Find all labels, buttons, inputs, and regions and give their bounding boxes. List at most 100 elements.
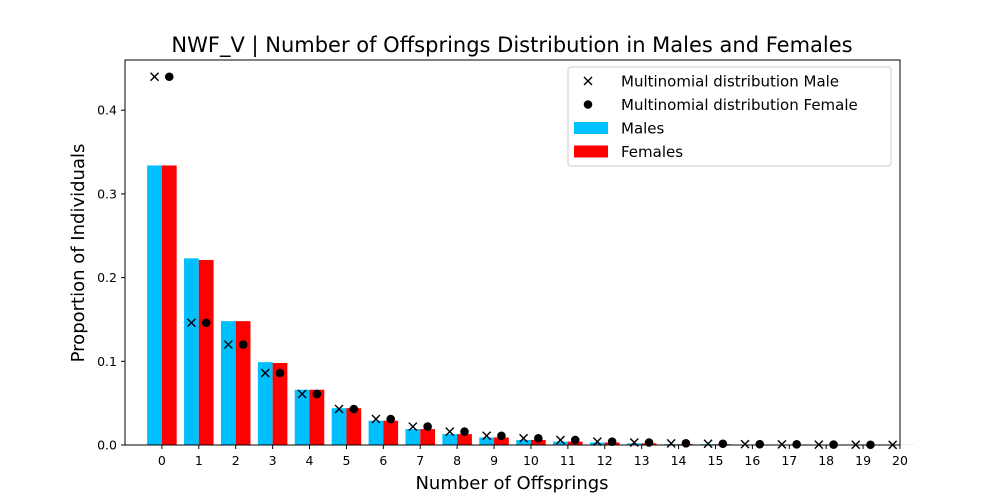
x-tick-label: 11 xyxy=(560,453,576,468)
female-bar-0 xyxy=(161,165,177,445)
x-axis-title: Number of Offsprings xyxy=(415,473,608,494)
male-bar-9 xyxy=(479,437,495,445)
y-axis-title: Proportion of Individuals xyxy=(68,144,89,363)
y-tick-label: 0.0 xyxy=(97,438,117,453)
female-bar-7 xyxy=(420,429,435,445)
multinomial-male-marker-15 xyxy=(703,439,713,449)
female-bar-9 xyxy=(494,437,509,445)
x-tick-label: 0 xyxy=(158,453,166,468)
x-tick-label: 17 xyxy=(781,453,797,468)
x-tick-label: 9 xyxy=(490,453,498,468)
male-bar-7 xyxy=(405,429,421,445)
male-bar-1 xyxy=(184,258,199,445)
x-tick-label: 18 xyxy=(818,453,834,468)
multinomial-male-marker-10 xyxy=(519,433,529,443)
male-bar-0 xyxy=(147,165,162,445)
male-bar-2 xyxy=(220,321,236,445)
x-tick-label: 6 xyxy=(379,453,387,468)
x-tick-label: 12 xyxy=(597,453,613,468)
multinomial-male-marker-16 xyxy=(740,439,750,449)
legend-swatch xyxy=(574,122,608,134)
multinomial-male-marker-11 xyxy=(555,435,565,445)
multinomial-male-marker-5 xyxy=(334,404,344,414)
x-tick-label: 2 xyxy=(232,453,240,468)
female-bar-5 xyxy=(346,408,362,445)
legend-item: Multinomial distribution Female xyxy=(583,96,858,114)
male-bar-5 xyxy=(331,408,347,445)
x-tick-label: 14 xyxy=(671,453,687,468)
multinomial-male-marker-6 xyxy=(371,414,381,424)
multinomial-female-marker-0 xyxy=(164,72,174,82)
multinomial-male-marker-4 xyxy=(297,389,307,399)
male-bar-6 xyxy=(368,420,384,445)
legend-item: Females xyxy=(574,143,683,161)
multinomial-female-marker-9 xyxy=(497,431,506,441)
legend-label: Multinomial distribution Female xyxy=(621,96,858,114)
multinomial-female-marker-2 xyxy=(238,340,248,349)
legend-item: Multinomial distribution Male xyxy=(583,73,839,91)
legend-box xyxy=(567,66,892,167)
x-axis: 0 1 2 3 4 5 6 7 8 9 10 11 12 13 14 15 16 17 18 19 20 xyxy=(158,445,908,468)
y-tick-label: 0.2 xyxy=(97,270,117,285)
multinomial-male-marker-2 xyxy=(223,340,233,350)
multinomial-female-marker-11 xyxy=(570,435,580,445)
multinomial-male-marker-17 xyxy=(777,439,787,449)
multinomial-male-marker-0 xyxy=(150,72,160,82)
legend-label: Multinomial distribution Male xyxy=(621,73,839,91)
multinomial-female-marker-14 xyxy=(681,439,691,448)
male-bar-8 xyxy=(442,434,458,445)
y-axis: 0.0 0.1 0.2 0.3 0.4 xyxy=(97,103,125,453)
female-bar-3 xyxy=(272,362,288,445)
multinomial-male-marker-14 xyxy=(666,438,676,448)
x-tick-label: 4 xyxy=(306,453,314,468)
legend-dot-marker xyxy=(583,100,593,109)
x-tick-label: 16 xyxy=(744,453,760,468)
male-bar-10 xyxy=(516,439,531,445)
female-bar-1 xyxy=(198,260,214,445)
multinomial-female-marker-16 xyxy=(755,439,765,449)
multinomial-female-marker-15 xyxy=(718,439,728,449)
y-tick-label: 0.3 xyxy=(97,186,117,201)
multinomial-male-marker-7 xyxy=(408,422,418,432)
multinomial-female-marker-17 xyxy=(792,440,801,449)
x-tick-label: 15 xyxy=(708,453,724,468)
multinomial-female-marker-8 xyxy=(460,427,469,436)
multinomial-male-marker-1 xyxy=(186,318,196,328)
x-tick-label: 5 xyxy=(342,453,350,468)
legend-item: Males xyxy=(574,120,665,138)
multinomial-female-marker-6 xyxy=(386,414,396,424)
female-bar-6 xyxy=(383,420,399,445)
female-bar-8 xyxy=(457,434,472,445)
multinomial-female-marker-10 xyxy=(534,434,543,443)
female-bar-2 xyxy=(235,321,251,445)
chart-title: NWF_V | Number of Offsprings Distributio… xyxy=(171,33,852,58)
male-bar-12 xyxy=(590,442,605,445)
x-tick-label: 3 xyxy=(269,453,277,468)
y-tick-label: 0.1 xyxy=(97,354,117,369)
y-tick-label: 0.4 xyxy=(97,103,117,118)
multinomial-male-marker-12 xyxy=(592,437,602,447)
multinomial-female-marker-5 xyxy=(349,404,359,414)
plot-frame xyxy=(124,59,901,446)
legend-swatch xyxy=(574,145,608,158)
x-tick-label: 19 xyxy=(855,453,871,468)
female-bar-4 xyxy=(309,389,325,445)
multinomial-female-marker-1 xyxy=(201,318,211,328)
male-bar-11 xyxy=(553,441,568,445)
multinomial-female-marker-12 xyxy=(607,437,617,446)
x-tick-label: 7 xyxy=(416,453,424,468)
male-bar-13 xyxy=(626,443,642,445)
legend-label: Females xyxy=(621,143,683,161)
plot-area xyxy=(124,59,915,450)
x-tick-label: 1 xyxy=(195,453,203,468)
multinomial-female-marker-4 xyxy=(312,389,322,399)
x-tick-label: 13 xyxy=(634,453,650,468)
x-tick-label: 10 xyxy=(523,453,539,468)
multinomial-male-marker-9 xyxy=(482,431,492,441)
multinomial-female-marker-3 xyxy=(275,368,285,378)
x-tick-label: 8 xyxy=(453,453,461,468)
multinomial-female-marker-7 xyxy=(423,422,432,431)
x-tick-label: 20 xyxy=(892,453,908,468)
male-bar-4 xyxy=(294,389,310,445)
